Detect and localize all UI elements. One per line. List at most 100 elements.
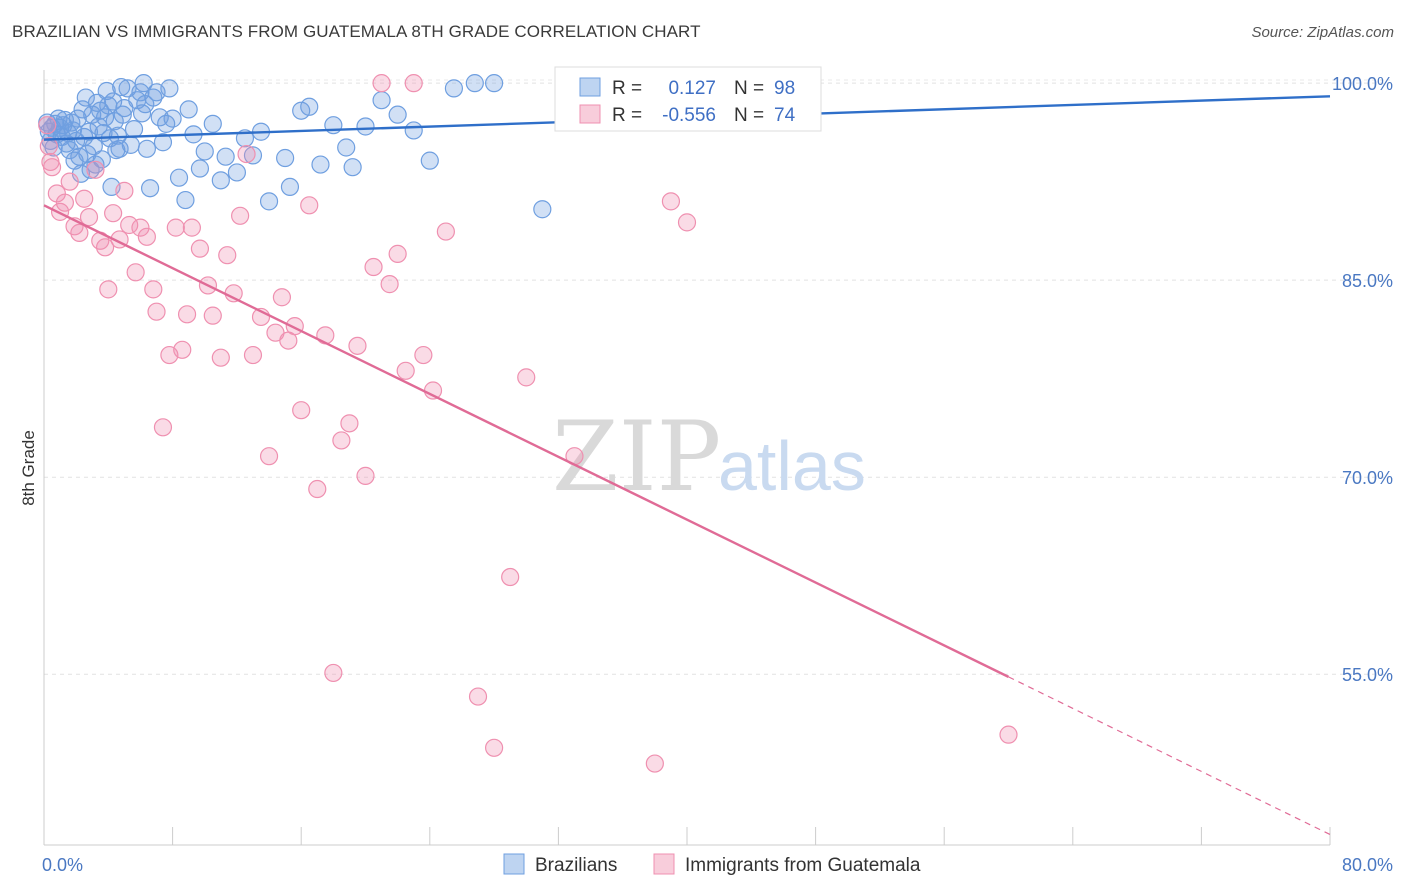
point-brazilians-62: [153, 133, 173, 152]
point-brazilians-47: [113, 105, 132, 124]
point-guatemala-30: [182, 218, 201, 237]
point-brazilians-96: [533, 200, 552, 219]
point-brazilians-37: [97, 81, 116, 101]
point-guatemala-54: [356, 466, 375, 485]
point-brazilians-86: [337, 138, 356, 157]
point-brazilians-68: [179, 100, 198, 119]
point-brazilians-46: [112, 77, 131, 97]
watermark-atlas: atlas: [718, 427, 866, 505]
point-guatemala-7: [60, 172, 79, 191]
point-guatemala-18: [115, 181, 134, 200]
x-tick-labels: 0.0% 80.0%: [42, 855, 1393, 875]
stats-n-label-0: N =: [734, 78, 764, 99]
watermark: ZIP atlas: [552, 401, 866, 513]
stats-r-label-1: R =: [612, 105, 642, 126]
point-brazilians-79: [259, 192, 279, 211]
point-brazilians-34: [92, 150, 111, 169]
y-axis-label: 8th Grade: [19, 430, 38, 506]
stats-n-label-1: N =: [734, 105, 764, 126]
point-brazilians-72: [203, 114, 222, 133]
point-brazilians-73: [211, 171, 230, 190]
legend-swatch-0: [503, 853, 525, 875]
point-brazilians-64: [160, 79, 179, 98]
point-guatemala-73: [999, 725, 1018, 744]
point-guatemala-25: [153, 418, 173, 437]
point-brazilians-77: [243, 146, 263, 165]
point-guatemala-9: [70, 223, 89, 242]
point-brazilians-83: [300, 97, 319, 116]
point-brazilians-24: [76, 88, 95, 107]
point-guatemala-10: [75, 189, 94, 208]
y-tick-label-0: 100.0%: [1332, 74, 1393, 94]
point-guatemala-19: [120, 215, 139, 235]
point-guatemala-49: [316, 326, 335, 345]
point-brazilians-67: [176, 190, 195, 210]
point-guatemala-24: [147, 302, 166, 321]
point-guatemala-52: [340, 414, 359, 433]
point-guatemala-55: [364, 257, 383, 277]
point-brazilians-58: [140, 179, 160, 198]
point-guatemala-33: [203, 306, 222, 325]
stats-swatch-1: [579, 104, 601, 124]
legend-label-0: Brazilians: [535, 855, 617, 876]
point-guatemala-43: [272, 288, 292, 307]
point-guatemala-27: [166, 218, 185, 237]
point-guatemala-47: [300, 196, 319, 215]
point-brazilians-57: [137, 139, 156, 158]
point-brazilians-41: [104, 92, 123, 111]
point-brazilians-66: [169, 168, 189, 187]
point-guatemala-59: [396, 361, 415, 380]
point-brazilians-45: [110, 139, 129, 158]
y-tick-label-2: 70.0%: [1342, 468, 1393, 488]
point-guatemala-70: [645, 754, 664, 773]
point-brazilians-71: [195, 142, 214, 161]
chart-title: BRAZILIAN VS IMMIGRANTS FROM GUATEMALA 8…: [12, 22, 701, 41]
point-brazilians-87: [343, 158, 362, 177]
point-brazilians-65: [163, 109, 182, 128]
point-guatemala-53: [348, 336, 367, 355]
point-guatemala-22: [137, 227, 156, 246]
x-tick-label-1: 80.0%: [1342, 855, 1393, 875]
point-guatemala-12: [86, 160, 105, 179]
point-guatemala-21: [131, 218, 150, 237]
legend-label-1: Immigrants from Guatemala: [685, 855, 921, 876]
point-guatemala-39: [243, 345, 263, 365]
legend: Brazilians Immigrants from Guatemala: [503, 853, 921, 876]
point-brazilians-92: [420, 151, 439, 170]
stats-box: R = 0.127 N = 98 R = -0.556 N = 74: [554, 66, 822, 132]
point-guatemala-63: [436, 222, 455, 241]
axes: [43, 70, 1331, 846]
point-brazilians-95: [485, 74, 504, 93]
point-guatemala-14: [95, 238, 115, 257]
point-brazilians-81: [280, 177, 300, 197]
y-tick-label-1: 85.0%: [1342, 271, 1393, 291]
point-guatemala-51: [332, 431, 351, 450]
point-guatemala-57: [380, 275, 399, 294]
point-brazilians-74: [216, 147, 235, 166]
point-brazilians-19: [68, 109, 87, 128]
point-guatemala-64: [468, 687, 488, 706]
point-brazilians-93: [444, 79, 464, 98]
legend-swatch-1: [653, 853, 675, 875]
point-guatemala-23: [144, 280, 163, 299]
point-guatemala-3: [42, 158, 62, 177]
point-guatemala-11: [79, 208, 99, 227]
point-guatemala-35: [218, 246, 237, 265]
y-tick-labels: 100.0% 85.0% 70.0% 55.0%: [1332, 74, 1393, 685]
point-guatemala-1: [39, 137, 58, 156]
x-tick-label-0: 0.0%: [42, 855, 83, 875]
point-guatemala-48: [308, 479, 327, 499]
point-guatemala-38: [237, 144, 256, 164]
point-guatemala-61: [414, 345, 433, 365]
point-guatemala-46: [292, 401, 311, 420]
point-brazilians-50: [121, 135, 140, 154]
point-guatemala-67: [517, 368, 536, 387]
point-guatemala-16: [104, 204, 123, 223]
point-brazilians-27: [81, 160, 100, 179]
stats-r-value-0: 0.127: [668, 78, 716, 99]
point-guatemala-6: [55, 193, 74, 212]
point-guatemala-56: [372, 74, 391, 93]
point-guatemala-15: [99, 280, 118, 299]
stats-n-value-1: 74: [774, 105, 796, 126]
